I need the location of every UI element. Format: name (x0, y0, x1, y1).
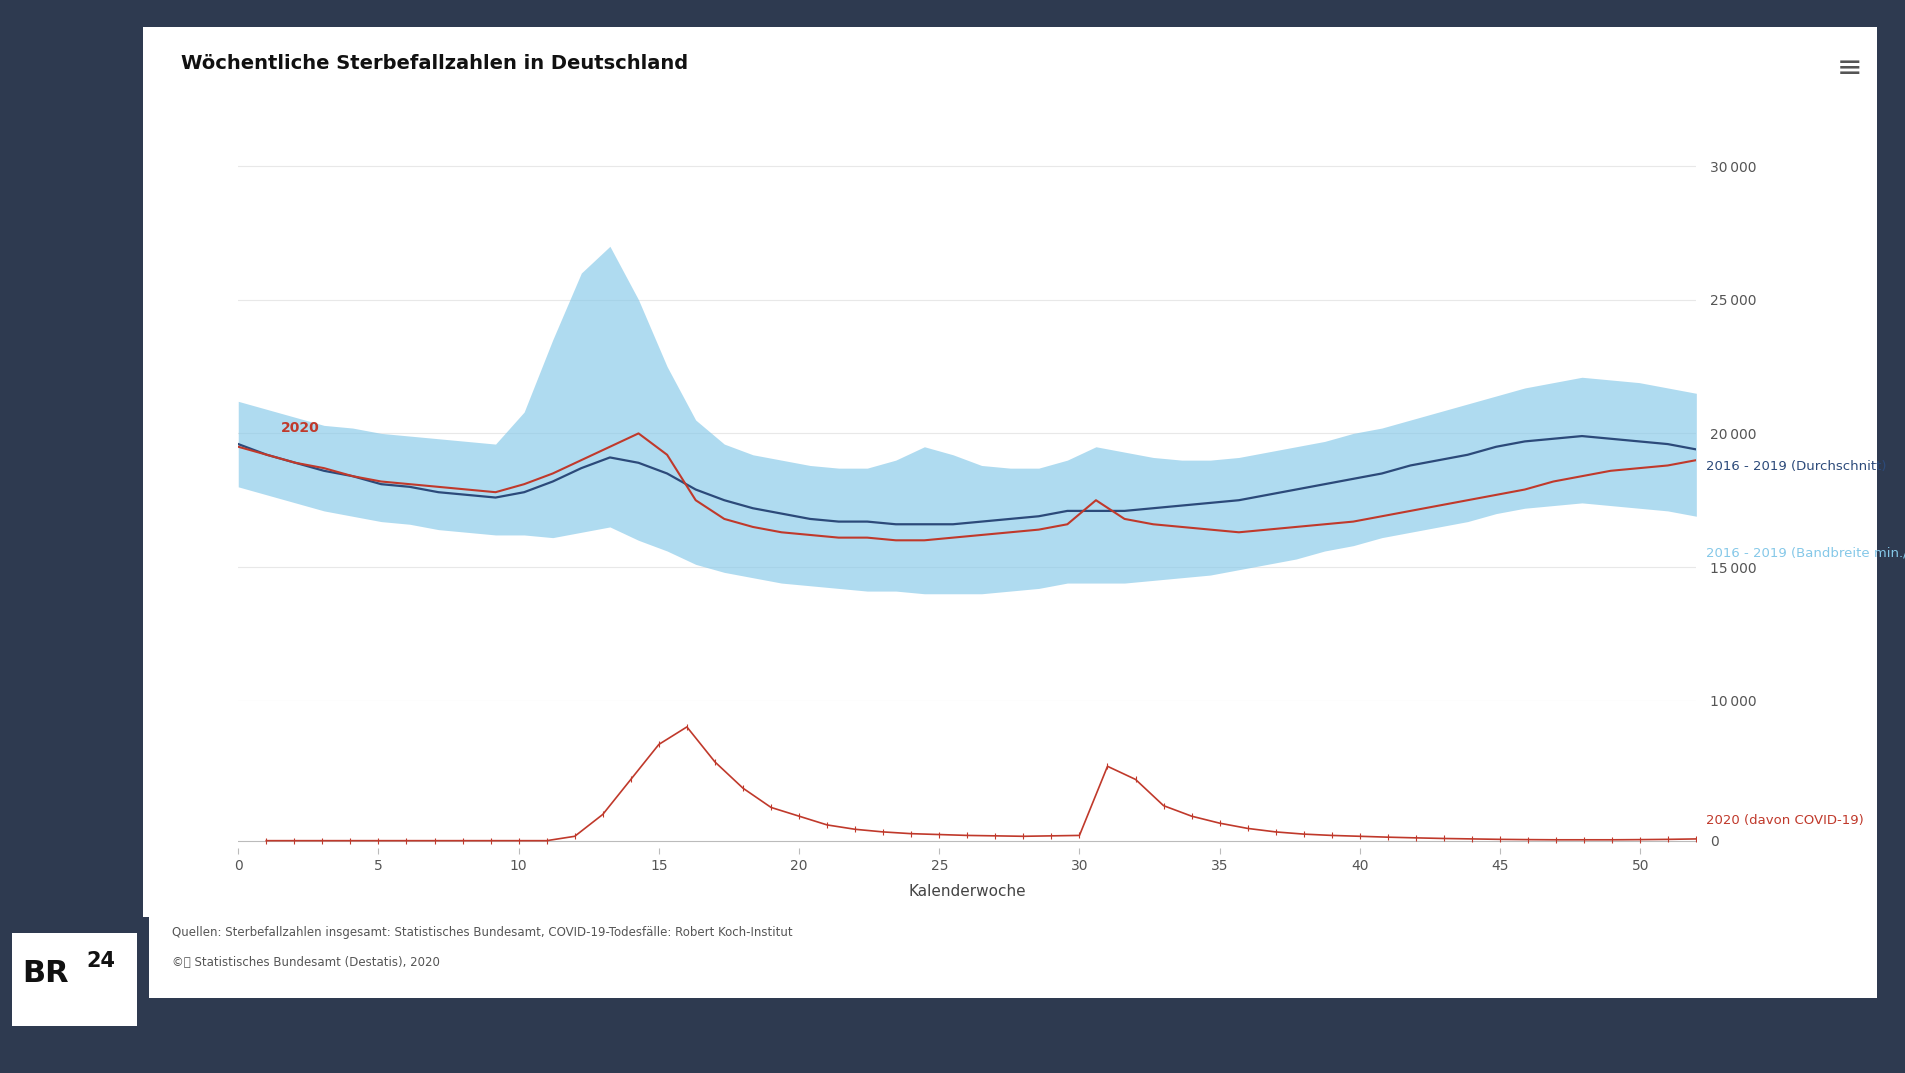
Text: 2020: 2020 (282, 421, 320, 435)
Text: 24: 24 (86, 951, 114, 971)
Bar (11, 932, 137, 1018)
Text: ≡: ≡ (1836, 54, 1861, 83)
Bar (11, 1017, 137, 1026)
Text: 2016 - 2019 (Bandbreite min./max.): 2016 - 2019 (Bandbreite min./max.) (1705, 546, 1905, 559)
Text: Wöchentliche Sterbefallzahlen in Deutschland: Wöchentliche Sterbefallzahlen in Deutsch… (181, 54, 688, 73)
X-axis label: Kalenderwoche: Kalenderwoche (909, 884, 1025, 899)
Text: BR: BR (23, 959, 69, 988)
Text: 2020 (davon COVID-19): 2020 (davon COVID-19) (1705, 814, 1863, 827)
Text: Quellen: Sterbefallzahlen insgesamt: Statistisches Bundesamt, COVID-19-Todesfäll: Quellen: Sterbefallzahlen insgesamt: Sta… (171, 926, 792, 939)
Text: ©📊 Statistisches Bundesamt (Destatis), 2020: ©📊 Statistisches Bundesamt (Destatis), 2… (171, 956, 440, 969)
Text: 2016 - 2019 (Durchschnitt): 2016 - 2019 (Durchschnitt) (1705, 460, 1886, 473)
